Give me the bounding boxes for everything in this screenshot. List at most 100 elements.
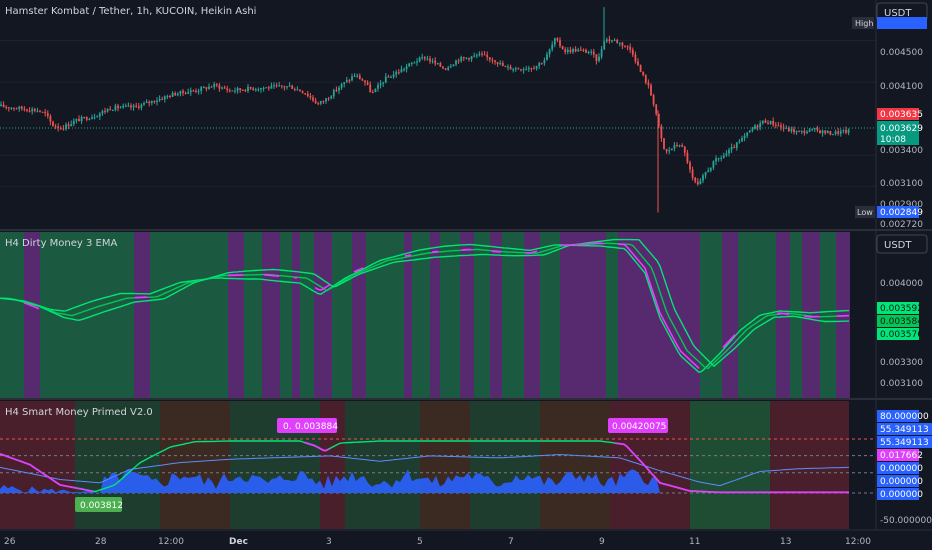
candle-body — [634, 54, 637, 62]
regime-band — [802, 232, 820, 398]
candle-body — [494, 60, 496, 63]
candle-body — [169, 95, 171, 97]
candle-body — [291, 85, 294, 90]
candle-body — [335, 90, 338, 92]
candle-body — [166, 95, 169, 97]
price-axis[interactable]: USDT High 0.004500 0.004100 0.003635 0.0… — [852, 2, 928, 230]
smart-money-axis[interactable]: 80.000000 55.349113 55.349113 0.017662 0… — [877, 410, 932, 526]
symbol-title: Hamster Kombat / Tether, 1h, KUCOIN, Hei… — [5, 6, 256, 17]
candle-body — [585, 49, 587, 53]
candle-body — [392, 74, 395, 77]
candle-body — [681, 145, 684, 147]
dm-label-3: 0.003576 — [880, 330, 923, 340]
candle-body — [660, 126, 663, 139]
regime-band — [228, 232, 244, 398]
candle-body — [322, 101, 325, 103]
regime-band — [560, 232, 606, 398]
candle-body — [218, 85, 221, 89]
price-pane[interactable] — [0, 0, 876, 229]
candle-body — [416, 61, 418, 63]
annotation-bubble-1[interactable]: 0. 0.003884 — [277, 418, 338, 433]
candle-body — [663, 138, 665, 150]
candle-body — [819, 130, 821, 134]
regime-band — [40, 232, 134, 398]
candle-body — [509, 66, 512, 70]
candle-body — [179, 90, 182, 94]
candle-body — [642, 71, 645, 76]
candle-body — [429, 58, 431, 62]
candle-body — [158, 98, 161, 101]
candle-body — [780, 125, 782, 128]
candle-body — [434, 60, 437, 64]
time-tick: 26 — [4, 537, 16, 547]
candle-body — [683, 146, 686, 153]
dirty-money-axis[interactable]: USDT 0.004000 0.003592 0.003584 0.003576… — [876, 234, 928, 389]
candle-body — [148, 101, 151, 104]
candle-body — [379, 83, 382, 85]
regime-band — [722, 232, 738, 398]
candle-body — [13, 107, 15, 109]
candle-body — [530, 68, 533, 70]
candle-body — [366, 82, 369, 85]
candle-body — [465, 57, 468, 59]
regime-band — [540, 232, 560, 398]
candle-body — [312, 97, 314, 101]
candle-body — [122, 105, 125, 108]
candle-body — [10, 107, 13, 109]
svg-text:10:08: 10:08 — [880, 135, 906, 145]
candle-body — [704, 172, 707, 176]
candle-body — [369, 84, 372, 92]
candle-body — [611, 40, 613, 42]
time-axis[interactable]: 26 28 12:00 Dec 3 5 7 9 11 13 12:00 — [4, 537, 871, 547]
candle-body — [556, 38, 559, 41]
candle-body — [717, 158, 720, 160]
candle-body — [813, 128, 816, 130]
candle-body — [600, 49, 603, 57]
candle-body — [746, 132, 749, 136]
dirty-money-ema-lines — [0, 238, 850, 374]
candle-body — [834, 131, 837, 134]
candle-body — [44, 111, 47, 114]
candle-body — [140, 104, 143, 108]
candle-body — [621, 42, 624, 46]
candle-body — [462, 56, 465, 58]
candle-body — [132, 105, 135, 108]
candle-body — [707, 170, 710, 173]
candle-body — [481, 53, 483, 55]
candle-body — [210, 86, 213, 88]
candle-body — [793, 129, 795, 133]
candle-body — [483, 54, 486, 56]
candle-body — [338, 87, 340, 91]
svg-text:High: High — [855, 19, 873, 28]
candle-body — [436, 63, 439, 65]
candle-body — [33, 109, 36, 111]
candle-body — [673, 145, 676, 149]
dm-tick: 0.003300 — [880, 358, 923, 368]
annotation-bubble-2[interactable]: 0.00420075 — [608, 418, 668, 433]
sm-regime-band — [470, 401, 540, 529]
sm-label: 0.017662 — [880, 451, 923, 461]
candle-body — [221, 87, 223, 89]
candle-body — [670, 148, 673, 151]
candle-body — [104, 111, 106, 113]
regime-band — [292, 232, 300, 398]
candle-body — [756, 125, 759, 128]
dirty-money-currency-button[interactable]: USDT — [876, 234, 928, 254]
regime-band — [412, 232, 430, 398]
candle-body — [234, 90, 236, 92]
candle-body — [364, 80, 366, 83]
time-tick: 3 — [326, 537, 332, 547]
candle-body — [83, 117, 86, 119]
candle-body — [574, 49, 577, 52]
sm-label: 55.349113 — [880, 438, 929, 448]
candle-body — [457, 60, 460, 62]
candle-body — [624, 45, 626, 47]
candle-body — [252, 88, 255, 90]
candle-body — [314, 100, 317, 104]
annotation-bubble-3[interactable]: 0.003812 — [75, 497, 123, 512]
candle-body — [774, 124, 777, 126]
time-tick: 11 — [689, 537, 700, 547]
candle-body — [106, 109, 109, 112]
candle-body — [647, 82, 650, 86]
